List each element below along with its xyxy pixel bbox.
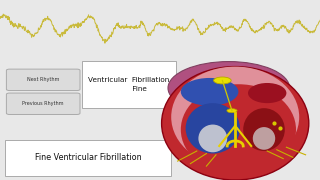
Ellipse shape <box>243 108 285 151</box>
Text: Previous Rhythm: Previous Rhythm <box>22 101 64 106</box>
FancyBboxPatch shape <box>5 140 171 176</box>
Ellipse shape <box>227 109 237 113</box>
Ellipse shape <box>214 77 231 84</box>
FancyBboxPatch shape <box>82 61 176 108</box>
Ellipse shape <box>248 83 286 103</box>
FancyBboxPatch shape <box>6 69 80 91</box>
Text: Next Rhythm: Next Rhythm <box>27 77 60 82</box>
Text: Ventricular  Fibrillation
         Fine: Ventricular Fibrillation Fine <box>88 77 170 92</box>
Ellipse shape <box>168 62 290 114</box>
Ellipse shape <box>181 78 238 106</box>
Ellipse shape <box>171 67 299 167</box>
Ellipse shape <box>186 103 240 154</box>
Ellipse shape <box>181 84 296 175</box>
FancyBboxPatch shape <box>6 93 80 114</box>
Text: Fine Ventricular Fibrillation: Fine Ventricular Fibrillation <box>35 153 141 162</box>
Ellipse shape <box>253 127 275 150</box>
Ellipse shape <box>198 125 227 152</box>
Ellipse shape <box>162 67 309 180</box>
